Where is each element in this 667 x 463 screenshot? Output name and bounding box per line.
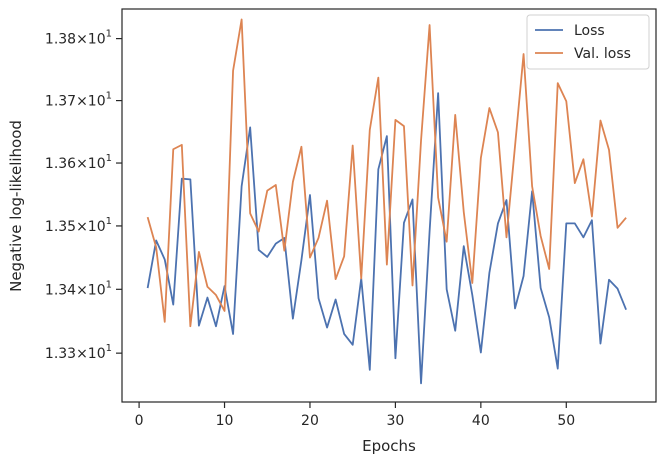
legend: Loss Val. loss bbox=[526, 14, 650, 70]
legend-label-val-loss: Val. loss bbox=[574, 46, 631, 62]
axes-frame bbox=[121, 8, 657, 403]
legend-label-loss: Loss bbox=[574, 23, 605, 39]
x-axis: 0 10 20 30 40 50 bbox=[135, 402, 575, 429]
x-tick-label: 50 bbox=[557, 413, 575, 429]
legend-box bbox=[526, 14, 650, 70]
y-tick-label: 1.36×101 bbox=[45, 153, 112, 172]
series-line-loss bbox=[146, 92, 627, 385]
x-tick-label: 30 bbox=[386, 413, 404, 429]
x-tick-label: 0 bbox=[135, 413, 144, 429]
y-tick-label: 1.33×101 bbox=[45, 343, 112, 362]
y-axis-label: Negative log-likelihood bbox=[7, 120, 25, 292]
y-tick-label: 1.37×101 bbox=[45, 91, 112, 110]
y-tick-label: 1.34×101 bbox=[45, 279, 112, 298]
x-tick-label: 20 bbox=[301, 413, 319, 429]
x-axis-label: Epochs bbox=[362, 437, 416, 455]
y-tick-label: 1.38×101 bbox=[45, 29, 112, 48]
series-line-val-loss bbox=[146, 18, 627, 328]
x-tick-label: 10 bbox=[216, 413, 234, 429]
plot-area bbox=[146, 18, 627, 385]
y-tick-label: 1.35×101 bbox=[45, 216, 112, 235]
x-tick-label: 40 bbox=[472, 413, 490, 429]
y-axis: 1.33×101 1.34×101 1.35×101 1.36×101 1.37×101… bbox=[45, 29, 122, 362]
